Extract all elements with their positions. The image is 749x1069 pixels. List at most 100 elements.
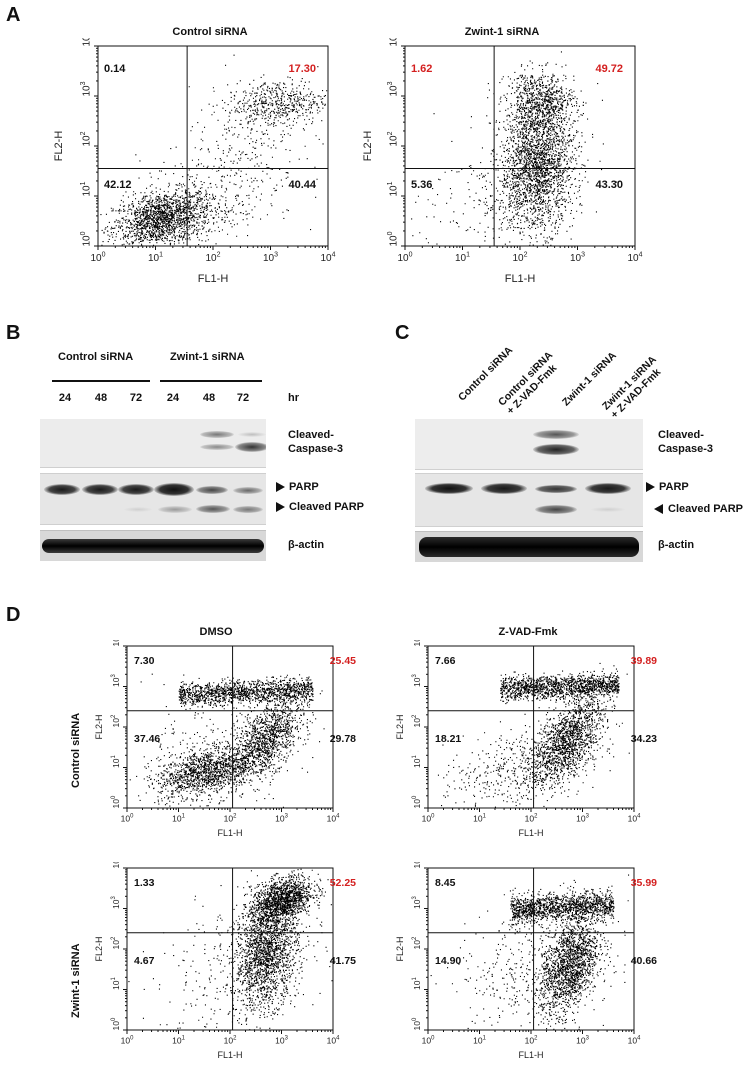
quadrant-percent: 8.45	[435, 877, 456, 889]
x-tick-label: 104	[627, 252, 642, 265]
scatter-events	[129, 673, 325, 808]
y-axis-label: FL2-H	[94, 714, 104, 739]
x-axis-label: FL1-H	[217, 828, 242, 838]
y-axis-label: FL2-H	[362, 131, 374, 162]
quadrant-percent: 40.44	[288, 179, 316, 191]
y-tick-label: 103	[412, 895, 422, 908]
plot-a2-title: Zwint-1 siRNA	[464, 26, 540, 38]
c-label-cleaved-parp: Cleaved PARP	[668, 503, 743, 515]
y-tick-label: 101	[80, 181, 93, 196]
scatter-events	[128, 868, 333, 1031]
b-cleaved-parp-arrow	[276, 502, 285, 512]
quadrant-percent: 35.99	[631, 877, 657, 889]
panel-letter-b: B	[6, 322, 21, 344]
quadrant-percent: 17.30	[288, 63, 316, 75]
x-tick-label: 100	[90, 252, 105, 265]
x-tick-label: 101	[473, 1036, 486, 1046]
y-tick-label: 104	[80, 38, 93, 47]
x-tick-label: 103	[275, 1036, 288, 1046]
y-tick-label: 101	[111, 754, 121, 767]
x-tick-label: 103	[576, 814, 589, 824]
x-axis-label: FL1-H	[518, 828, 543, 838]
y-axis-label: FL2-H	[94, 936, 104, 961]
quadrant-percent: 40.66	[631, 955, 657, 967]
quadrant-percent: 49.72	[595, 63, 623, 75]
x-tick-label: 100	[397, 252, 412, 265]
quadrant-percent: 7.30	[134, 655, 155, 667]
c-blot-actin	[415, 531, 643, 562]
y-tick-label: 100	[412, 1017, 422, 1030]
x-tick-label: 100	[121, 814, 134, 824]
plot-frame	[126, 867, 334, 1031]
y-tick-label: 100	[111, 795, 121, 808]
x-tick-label: 101	[455, 252, 470, 265]
b-lane-label: 24	[166, 392, 180, 404]
x-tick-label: 101	[148, 252, 163, 265]
x-tick-label: 104	[327, 814, 340, 824]
y-tick-label: 103	[387, 81, 400, 96]
plot-frame	[97, 45, 329, 247]
b-unit-hr: hr	[288, 392, 299, 404]
x-tick-label: 104	[628, 814, 641, 824]
b-lane-label: 72	[236, 392, 250, 404]
y-axis-label: FL2-H	[395, 714, 405, 739]
b-blot-actin	[40, 530, 266, 561]
panel-letter-c: C	[395, 322, 410, 344]
x-tick-label: 103	[275, 814, 288, 824]
y-tick-label: 102	[111, 715, 121, 728]
scatter-events	[437, 662, 630, 808]
c-cleaved-parp-arrow	[654, 504, 663, 514]
flow-plot-a1: 100 100 101 101 102 102 103 103 104 104 FL1-H FL2-H…	[53, 38, 336, 285]
x-tick-label: 103	[263, 252, 278, 265]
x-tick-label: 100	[422, 1036, 435, 1046]
quadrant-percent: 43.30	[595, 179, 623, 191]
quadrant-percent: 1.62	[411, 63, 432, 75]
quadrant-percent: 7.66	[435, 655, 456, 667]
x-tick-label: 103	[576, 1036, 589, 1046]
d-row-title-control: Control siRNA	[70, 712, 82, 788]
b-label-parp: PARP	[289, 481, 319, 493]
b-lane-label: 72	[129, 392, 143, 404]
b-group-control-line	[52, 380, 150, 382]
b-parp-arrow	[276, 482, 285, 492]
b-lane-label: 48	[202, 392, 216, 404]
b-blot-parp	[40, 473, 266, 525]
b-label-caspase3: Cleaved- Caspase-3	[288, 429, 344, 455]
d-row-title-zwint: Zwint-1 siRNA	[70, 943, 82, 1018]
quadrant-percent: 4.67	[134, 955, 155, 967]
scatter-events	[100, 54, 328, 247]
b-group-control: Control siRNA	[58, 351, 134, 363]
y-axis-label: FL2-H	[395, 936, 405, 961]
x-tick-label: 102	[224, 814, 237, 824]
y-tick-label: 102	[111, 937, 121, 950]
y-tick-label: 102	[80, 131, 93, 146]
x-tick-label: 102	[205, 252, 220, 265]
x-tick-label: 101	[172, 814, 185, 824]
x-tick-label: 101	[473, 814, 486, 824]
y-tick-label: 100	[111, 1017, 121, 1030]
scatter-events	[430, 874, 630, 1030]
c-label-actin: β-actin	[658, 539, 695, 551]
c-blot-parp	[415, 473, 643, 527]
y-tick-label: 100	[412, 795, 422, 808]
b-label-cleaved-parp: Cleaved PARP	[289, 501, 364, 513]
x-tick-label: 102	[512, 252, 527, 265]
panel-letter-a: A	[6, 4, 21, 26]
quadrant-percent: 18.21	[435, 733, 461, 745]
y-tick-label: 100	[80, 231, 93, 246]
quadrant-percent: 5.36	[411, 179, 432, 191]
quadrant-percent: 39.89	[631, 655, 657, 667]
quadrant-percent: 14.90	[435, 955, 461, 967]
y-tick-label: 104	[412, 862, 422, 868]
quadrant-percent: 42.12	[104, 179, 132, 191]
b-group-zwint: Zwint-1 siRNA	[170, 351, 245, 363]
quadrant-percent: 0.14	[104, 63, 126, 75]
y-tick-label: 103	[111, 673, 121, 686]
x-tick-label: 103	[570, 252, 585, 265]
quadrant-percent: 25.45	[330, 655, 356, 667]
b-lane-label: 48	[94, 392, 108, 404]
b-label-actin: β-actin	[288, 539, 325, 551]
